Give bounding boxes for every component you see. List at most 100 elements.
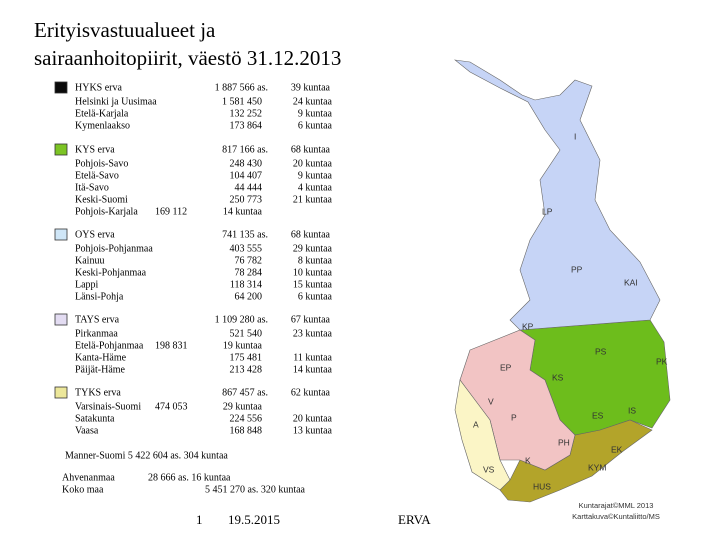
group-municipalities: 67 kuntaa [291, 314, 331, 325]
area-population: 175 481 [230, 352, 263, 363]
area-name: Lappi [75, 279, 99, 290]
color-swatch [54, 228, 68, 241]
color-swatch [54, 313, 68, 326]
area-municipalities: 13 kuntaa [293, 425, 333, 436]
area-name: Helsinki ja Uusimaa [75, 96, 157, 107]
map-label: PP [571, 264, 583, 274]
map-label: EP [500, 362, 512, 372]
area-population: 521 540 [230, 328, 263, 339]
map-label: P [511, 412, 517, 422]
map-credit: Kuntarajat©MML 2013 [579, 501, 654, 510]
area-municipalities: 9 kuntaa [298, 170, 333, 181]
map-label: KYM [588, 462, 606, 472]
area-municipalities: 20 kuntaa [293, 413, 333, 424]
area-name: Keski-Pohjanmaa [75, 267, 147, 278]
area-population: 173 864 [230, 120, 263, 131]
map-label: KP [522, 321, 534, 331]
area-name: Kymenlaakso [75, 120, 130, 131]
group-name: OYS erva [75, 229, 115, 240]
map-label: PH [558, 437, 570, 447]
area-population: 213 428 [230, 364, 263, 375]
map-label: EK [611, 444, 623, 454]
map-label: LP [542, 206, 553, 216]
area-municipalities: 9 kuntaa [298, 108, 333, 119]
area-population: 64 200 [235, 291, 263, 302]
area-name: Vaasa [75, 425, 99, 436]
area-name: Pohjois-Pohjanmaa [75, 243, 153, 254]
group-population: 1 887 566 as. [215, 82, 268, 93]
aland-value: 28 666 as. 16 kuntaa [148, 472, 231, 483]
area-name: Etelä-Karjala [75, 108, 129, 119]
area-population: 29 kuntaa [223, 401, 263, 412]
title-line: Erityisvastuualueet ja [34, 18, 216, 42]
map-label: KS [552, 372, 564, 382]
area-name: Pohjois-Savo [75, 158, 128, 169]
area-municipalities: 10 kuntaa [293, 267, 333, 278]
map-label: ES [592, 410, 604, 420]
area-name: Keski-Suomi [75, 194, 128, 205]
group-population: 1 109 280 as. [215, 314, 268, 325]
area-name: Pohjois-Karjala [75, 206, 138, 217]
whole-label: Koko maa [62, 484, 104, 495]
title-line: sairaanhoitopiirit, väestö 31.12.2013 [34, 46, 341, 70]
group-municipalities: 68 kuntaa [291, 144, 331, 155]
area-population: 78 284 [235, 267, 263, 278]
group-name: KYS erva [75, 144, 115, 155]
area-name: Varsinais-Suomi [75, 401, 141, 412]
map: I LP PP KAI KP PS PK EP KS ES IS V P PH K VS KYM EK HUS A Ku… [453, 59, 671, 521]
area-municipalities: 29 kuntaa [293, 243, 333, 254]
area-note: 169 112 [155, 206, 187, 217]
map-label: PS [595, 346, 607, 356]
area-population: 44 444 [235, 182, 263, 193]
area-municipalities: 11 kuntaa [293, 352, 332, 363]
map-label: KAI [624, 277, 638, 287]
area-population: 403 555 [230, 243, 263, 254]
mainland-total: Manner-Suomi 5 422 604 as. 304 kuntaa [65, 450, 228, 461]
area-name: Satakunta [75, 413, 115, 424]
area-name: Etelä-Savo [75, 170, 119, 181]
map-label: I [574, 131, 576, 141]
area-municipalities: 20 kuntaa [293, 158, 333, 169]
footer-label: ERVA [398, 512, 431, 527]
area-municipalities: 14 kuntaa [293, 364, 333, 375]
area-population: 224 556 [230, 413, 263, 424]
page-number: 1 [196, 512, 203, 527]
area-population: 104 407 [230, 170, 263, 181]
area-municipalities: 21 kuntaa [293, 194, 333, 205]
area-name: Kainuu [75, 255, 104, 266]
region [453, 59, 661, 331]
area-municipalities: 15 kuntaa [293, 279, 333, 290]
area-population: 250 773 [230, 194, 263, 205]
area-note: 474 053 [155, 401, 188, 412]
group-municipalities: 68 kuntaa [291, 229, 331, 240]
color-swatch [54, 386, 68, 399]
area-population: 14 kuntaa [223, 206, 263, 217]
color-swatch [54, 81, 68, 94]
group-population: 867 457 as. [222, 387, 268, 398]
group-municipalities: 62 kuntaa [291, 387, 331, 398]
area-name: Pirkanmaa [75, 328, 118, 339]
group-population: 817 166 as. [222, 144, 268, 155]
map-label: K [525, 455, 531, 465]
area-municipalities: 6 kuntaa [298, 120, 333, 131]
area-population: 19 kuntaa [223, 340, 263, 351]
area-population: 248 430 [230, 158, 263, 169]
group-name: HYKS erva [75, 82, 122, 93]
area-municipalities: 24 kuntaa [293, 96, 333, 107]
map-label: PK [656, 356, 668, 366]
group-municipalities: 39 kuntaa [291, 82, 331, 93]
map-label: V [488, 396, 494, 406]
area-population: 118 314 [230, 279, 262, 290]
aland-label: Ahvenanmaa [62, 472, 115, 483]
area-name: Kanta-Häme [75, 352, 127, 363]
area-note: 198 831 [155, 340, 188, 351]
area-municipalities: 8 kuntaa [298, 255, 333, 266]
area-population: 168 848 [230, 425, 263, 436]
group-name: TYKS erva [75, 387, 121, 398]
date: 19.5.2015 [228, 512, 280, 527]
area-population: 1 581 450 [222, 96, 262, 107]
area-name: Päijät-Häme [75, 364, 126, 375]
area-name: Itä-Savo [75, 182, 109, 193]
area-municipalities: 23 kuntaa [293, 328, 333, 339]
